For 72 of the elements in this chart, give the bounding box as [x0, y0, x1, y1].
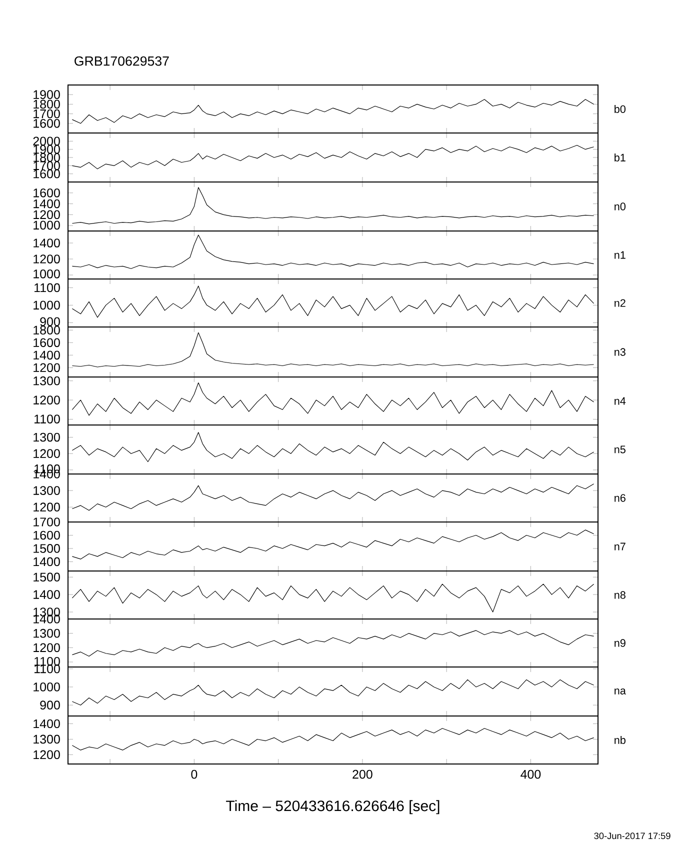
text: na: [614, 688, 626, 694]
y-tick-label: 1000: [34, 269, 60, 278]
text: n5: [614, 446, 626, 454]
y-tick-label: 1400: [34, 557, 60, 566]
text: b0: [614, 105, 626, 113]
x-axis-title: Time – 520433616.626646 [sec]: [226, 800, 440, 814]
y-tick-label: 1500: [34, 572, 60, 582]
line-series: [72, 144, 594, 170]
y-tick-label: 1200: [34, 210, 60, 220]
y-tick-label: 1600: [34, 118, 60, 128]
y-tick-label: 1300: [34, 486, 60, 495]
text: n7: [614, 542, 626, 550]
y-tick-label: 1300: [34, 432, 60, 442]
y-tick-label: 1200: [34, 363, 60, 372]
y-tick-label: 1100: [34, 283, 60, 292]
line-series: [72, 382, 594, 416]
y-tick-label: 1600: [34, 188, 60, 198]
y-tick-label: 1400: [34, 238, 60, 248]
text: n2: [614, 299, 626, 307]
y-tick-label: 1200: [34, 502, 60, 512]
y-tick-label: 1500: [34, 544, 60, 553]
y-tick-label: 1700: [34, 161, 60, 170]
text: n3: [614, 348, 626, 356]
y-tick-label: 900: [40, 700, 60, 710]
y-tick-label: 2000: [33, 136, 60, 146]
y-tick-label: 1200: [34, 396, 60, 404]
y-tick-label: 1400: [34, 590, 60, 599]
chart-title: GRB170629537: [74, 56, 169, 66]
y-tick-label: 1200: [34, 643, 60, 652]
y-tick-label: 1000: [34, 220, 60, 230]
line-series: [72, 332, 594, 368]
text: n1: [614, 251, 626, 259]
text: n6: [614, 494, 626, 502]
y-tick-label: 1400: [34, 350, 60, 360]
text: n4: [614, 397, 626, 405]
y-tick-label: 1300: [34, 734, 60, 744]
y-tick-label: 1600: [34, 530, 60, 540]
text: n9: [614, 639, 626, 647]
text: 30-Jun-2017 17:59: [594, 832, 670, 840]
line-series: [72, 99, 594, 124]
x-tick-label: 400: [520, 770, 541, 779]
y-tick-label: 1300: [34, 376, 60, 386]
y-tick-label: 1600: [34, 169, 60, 178]
y-tick-label: 1800: [34, 326, 60, 335]
y-tick-label: 1100: [34, 414, 60, 424]
y-tick-label: 1400: [34, 719, 60, 728]
y-tick-label: 1200: [34, 449, 60, 458]
text: b1: [614, 154, 626, 162]
line-series: [72, 187, 594, 224]
y-tick-label: 1200: [34, 750, 60, 760]
y-tick-label: 1700: [34, 518, 60, 526]
y-tick-label: 1900: [34, 90, 60, 100]
y-tick-label: 1200: [34, 254, 60, 264]
text: n0: [614, 202, 626, 210]
y-tick-label: 1000: [34, 682, 60, 692]
y-tick-label: 1800: [34, 100, 60, 109]
line-series: [72, 286, 594, 318]
y-tick-label: 1300: [34, 628, 60, 638]
x-tick-label: 200: [352, 770, 372, 779]
x-tick-label: 0: [191, 770, 198, 779]
line-series: [72, 584, 594, 612]
line-series: [72, 630, 594, 657]
y-tick-label: 1700: [34, 109, 60, 118]
line-series: [72, 679, 594, 706]
y-tick-label: 1400: [34, 199, 60, 208]
y-tick-label: 900: [40, 317, 60, 326]
text: nb: [614, 736, 626, 744]
line-series: [72, 484, 594, 511]
y-tick-label: 1900: [34, 144, 60, 154]
y-tick-label: 1000: [34, 300, 60, 310]
y-tick-label: 1600: [34, 338, 60, 348]
text: n8: [614, 591, 626, 599]
